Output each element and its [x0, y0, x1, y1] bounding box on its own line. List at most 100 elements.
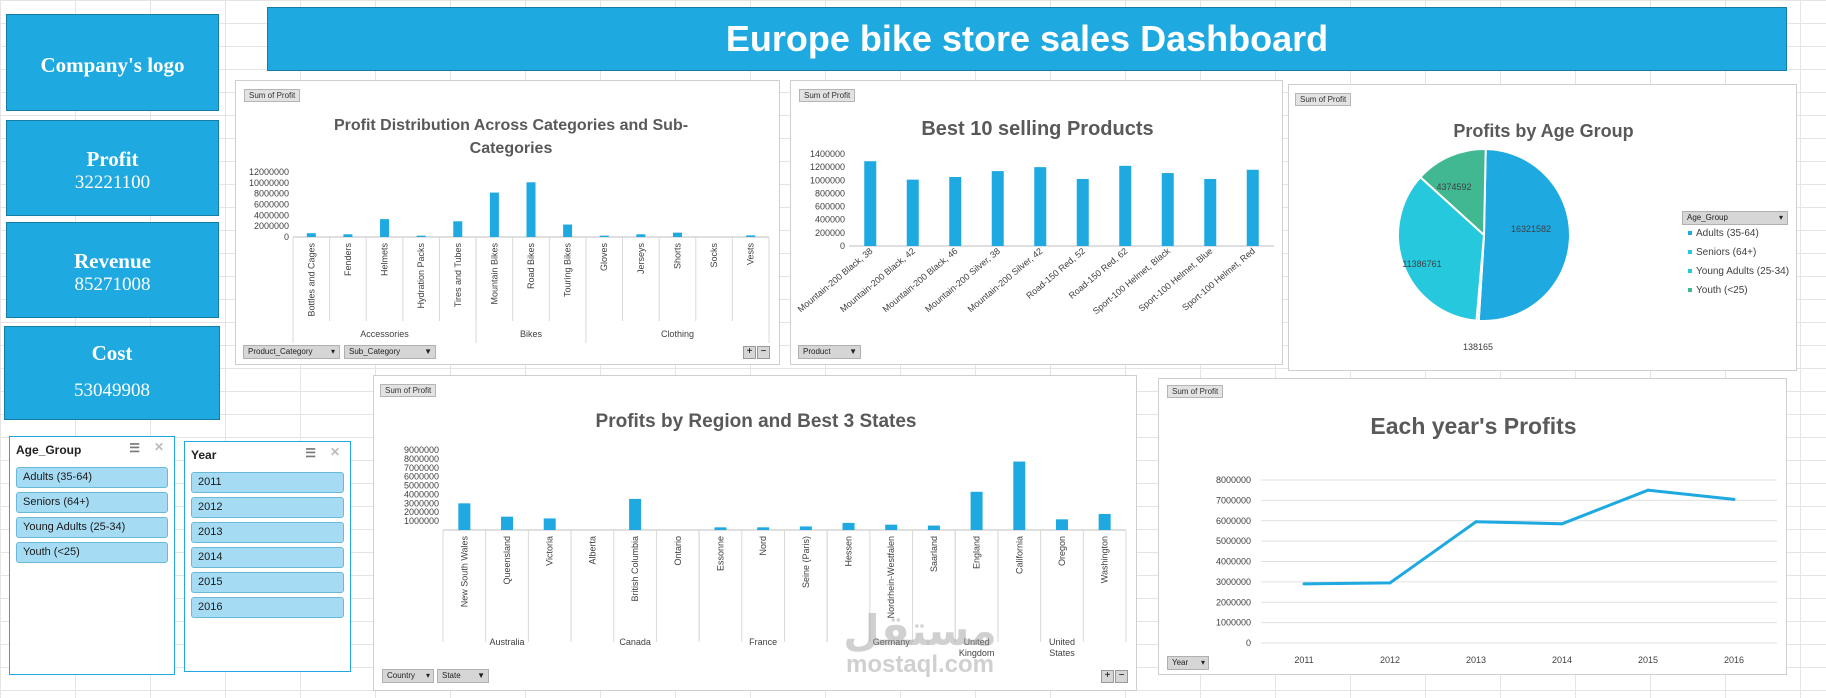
age-chart-panel: Sum of Profit Profits by Age Group 16321…	[1288, 84, 1797, 371]
watermark-arabic: مستقل	[843, 606, 997, 655]
legend-marker	[1688, 231, 1692, 235]
chart-title-categories: Profit Distribution Across Categories an…	[296, 114, 726, 160]
multi-select-icon[interactable]: ☰	[305, 446, 316, 460]
sum-of-profit-pill[interactable]: Sum of Profit	[244, 89, 301, 102]
cost-card: Cost 53049908	[4, 326, 220, 420]
sum-of-profit-pill[interactable]: Sum of Profit	[1295, 93, 1352, 106]
x-tick-label: Gloves	[599, 243, 609, 272]
bar	[453, 221, 463, 237]
category-chart: 0200000040000006000000800000010000000120…	[249, 167, 770, 343]
y-tick-label: 200000	[815, 228, 845, 238]
expand-field-icon[interactable]: +	[743, 346, 756, 359]
pie-data-label: 138165	[1463, 342, 1493, 352]
y-tick-label: 12000000	[249, 167, 289, 177]
x-tick-label: Mountain-200 Black, 42	[838, 246, 917, 314]
legend-label: Young Adults (25-34)	[1696, 266, 1789, 277]
x-tick-label: Alberta	[587, 536, 597, 565]
x-tick-label: Vests	[746, 243, 756, 266]
slicer-item-2016[interactable]: 2016	[191, 597, 344, 618]
company-logo: Company's logo	[6, 14, 219, 111]
legend-label: Youth (<25)	[1696, 285, 1748, 296]
pie-slice	[1397, 175, 1486, 322]
legend-label: Seniors (64+)	[1696, 247, 1756, 258]
slicer-item-young-adults[interactable]: Young Adults (25-34)	[16, 517, 168, 538]
slicer-item-2015[interactable]: 2015	[191, 572, 344, 593]
x-tick-label: Mountain-200 Black, 38	[796, 246, 875, 314]
x-tick-label: Nord	[758, 536, 768, 556]
expand-field-icon[interactable]: +	[1101, 670, 1114, 683]
slicer-item-2013[interactable]: 2013	[191, 522, 344, 543]
bar	[1034, 167, 1047, 246]
y-tick-label: 2000000	[1216, 597, 1251, 607]
slicer-item-2014[interactable]: 2014	[191, 547, 344, 568]
slicer-item-youth[interactable]: Youth (<25)	[16, 542, 168, 563]
x-group-label: United	[964, 637, 990, 647]
legend-marker	[1688, 250, 1692, 254]
pie-data-label: 11386761	[1402, 259, 1441, 269]
cost-value: 53049908	[74, 380, 150, 401]
x-tick-label: 2015	[1638, 655, 1658, 665]
bar	[672, 232, 682, 237]
line-point	[1388, 581, 1392, 585]
x-tick-label: Washington	[1100, 536, 1110, 583]
y-tick-label: 1400000	[810, 149, 845, 159]
clear-filter-icon[interactable]: ✕	[329, 445, 340, 459]
x-tick-label: Sport-100 Helmet, Blue	[1136, 246, 1214, 314]
profit-value: 32221100	[74, 172, 151, 193]
x-tick-label: Bottles and Cages	[306, 243, 316, 317]
x-tick-label: Ontario	[673, 536, 683, 566]
region-chart-panel: Sum of Profit Profits by Region and Best…	[373, 375, 1137, 691]
dashboard-title: Europe bike store sales Dashboard	[725, 18, 1329, 59]
bar	[458, 503, 471, 530]
profit-label: Profit	[86, 147, 139, 171]
bar	[306, 233, 316, 237]
product-filter[interactable]: Product ▼	[798, 345, 861, 359]
y-tick-label: 7000000	[1216, 495, 1251, 505]
y-tick-label: 0	[284, 232, 289, 242]
slicer-item-adults[interactable]: Adults (35-64)	[16, 467, 168, 488]
y-tick-label: 4000000	[254, 210, 289, 220]
chevron-down-icon: ▾	[1778, 213, 1783, 222]
country-filter[interactable]: Country ▾	[382, 669, 434, 683]
slicer-item-2012[interactable]: 2012	[191, 497, 344, 518]
y-tick-label: 2000000	[254, 221, 289, 231]
slicer-item-2011[interactable]: 2011	[191, 472, 344, 493]
x-tick-label: Hydration Packs	[416, 243, 426, 309]
years-chart-panel: Sum of Profit Each year's Profits 0 10000…	[1158, 378, 1787, 675]
y-tick-label: 3000000	[1216, 577, 1251, 587]
state-filter[interactable]: State ▼	[437, 669, 489, 683]
bar	[757, 527, 770, 530]
slicer-item-seniors[interactable]: Seniors (64+)	[16, 492, 168, 513]
y-tick-label: 6000000	[254, 200, 289, 210]
year-filter[interactable]: Year ▾	[1167, 656, 1209, 670]
clear-filter-icon[interactable]: ✕	[153, 440, 164, 454]
collapse-field-icon[interactable]: −	[757, 346, 770, 359]
bar	[927, 525, 940, 530]
profit-card: Profit 32221100	[6, 120, 219, 216]
pie-data-label: 4374592	[1436, 182, 1471, 192]
x-tick-label: Socks	[709, 243, 719, 268]
product-category-filter[interactable]: Product_Category ▾	[243, 345, 340, 359]
x-tick-label: Tires and Tubes	[453, 243, 463, 308]
bar	[949, 177, 962, 246]
state-filter-label: State	[442, 671, 461, 680]
age-group-filter[interactable]: Age_Group ▾	[1682, 211, 1788, 225]
collapse-field-icon[interactable]: −	[1115, 670, 1128, 683]
pie-slice	[1477, 147, 1571, 322]
watermark-latin: mostaql.com	[845, 651, 995, 678]
revenue-label: Revenue	[74, 249, 151, 273]
age-group-slicer-header: Age_Group ☰ ✕	[10, 437, 174, 465]
multi-select-icon[interactable]: ☰	[129, 441, 140, 455]
bar	[543, 518, 556, 530]
dashboard-banner: Europe bike store sales Dashboard	[267, 7, 1787, 71]
sum-of-profit-pill[interactable]: Sum of Profit	[1167, 385, 1224, 398]
product-category-filter-label: Product_Category	[248, 347, 313, 356]
sum-of-profit-pill[interactable]: Sum of Profit	[799, 89, 856, 102]
chevron-down-icon: ▾	[330, 347, 335, 356]
pie-data-label: 16321582	[1511, 224, 1551, 234]
x-group-label: Clothing	[661, 329, 694, 339]
sum-of-profit-pill[interactable]: Sum of Profit	[380, 384, 437, 397]
region-chart: 1000000200000030000004000000500000060000…	[404, 445, 1127, 658]
x-tick-label: Saarland	[929, 536, 939, 572]
sub-category-filter[interactable]: Sub_Category ▼	[344, 345, 436, 359]
